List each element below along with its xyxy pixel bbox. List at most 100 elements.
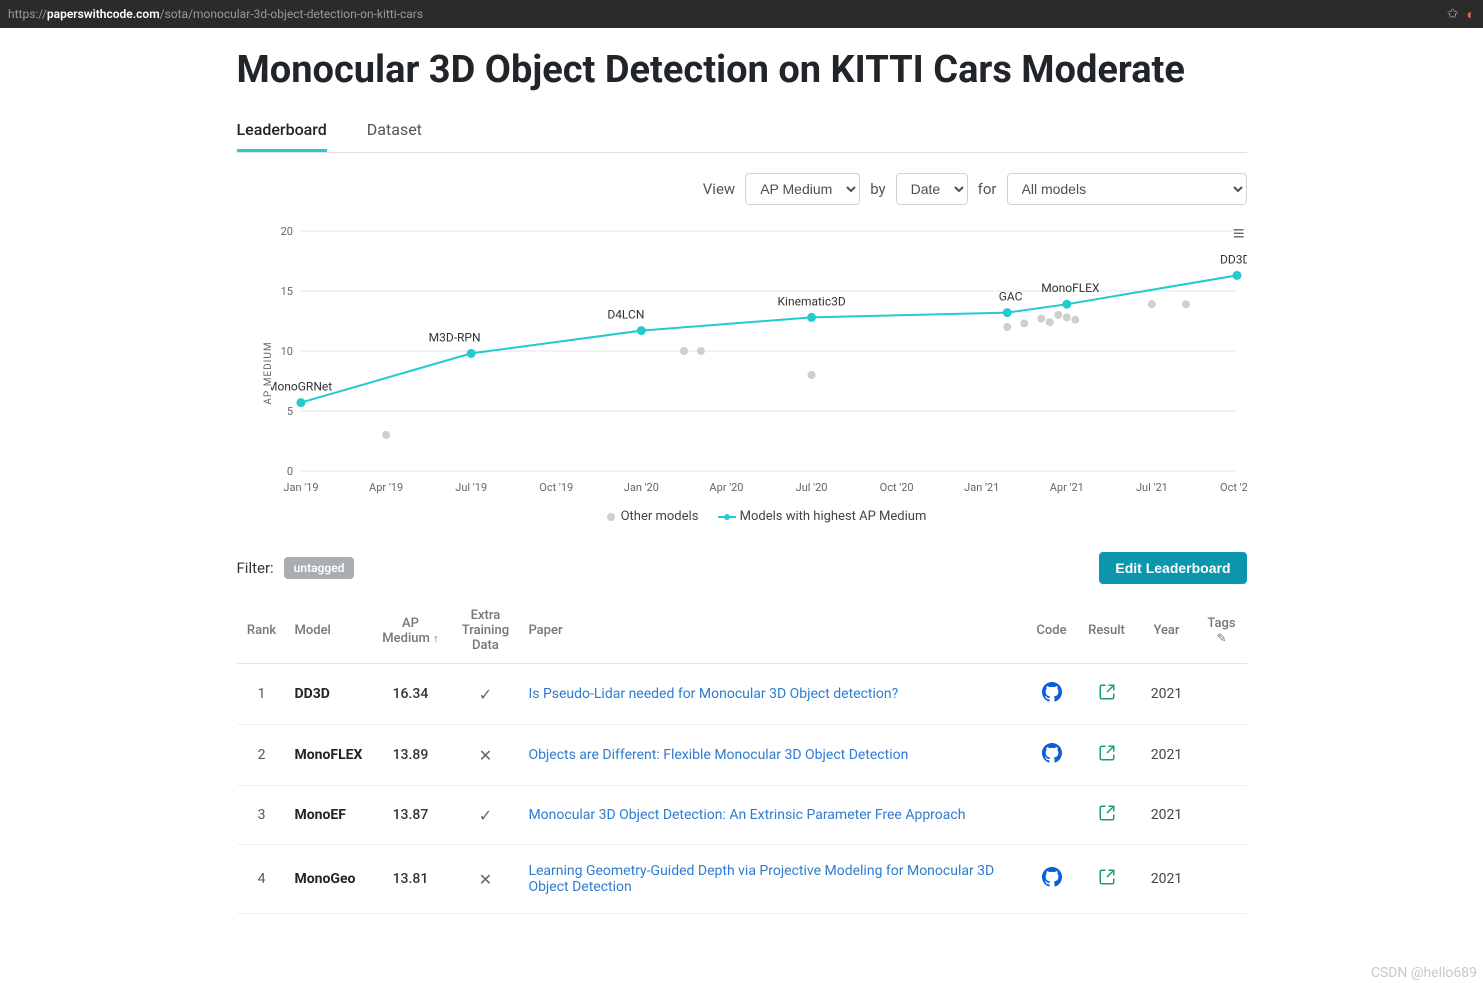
cell-year: 2021 (1137, 786, 1197, 845)
col-extra[interactable]: Extra Training Data (450, 598, 520, 664)
svg-text:DD3D: DD3D (1219, 252, 1246, 266)
legend-best-marker (718, 516, 736, 518)
cell-metric: 16.34 (370, 664, 450, 725)
svg-text:Jan '20: Jan '20 (623, 481, 658, 494)
table-row: 4MonoGeo13.81✕Learning Geometry-Guided D… (237, 845, 1247, 914)
cell-model: MonoEF (287, 786, 371, 845)
browser-favorite-icon[interactable]: ✩ (1447, 6, 1459, 22)
col-model[interactable]: Model (287, 598, 371, 664)
cell-year: 2021 (1137, 725, 1197, 786)
col-paper[interactable]: Paper (520, 598, 1026, 664)
chart-menu-icon[interactable]: ≡ (1233, 221, 1245, 246)
github-icon[interactable] (1042, 875, 1062, 891)
svg-text:Oct '19: Oct '19 (539, 481, 573, 494)
cell-result (1077, 725, 1137, 786)
edit-tags-icon[interactable]: ✎ (1216, 631, 1226, 645)
svg-text:Oct '21: Oct '21 (1220, 481, 1247, 494)
svg-text:Jul '19: Jul '19 (455, 481, 487, 494)
svg-text:Apr '21: Apr '21 (1049, 481, 1083, 494)
svg-text:Oct '20: Oct '20 (879, 481, 913, 494)
cell-paper: Learning Geometry-Guided Depth via Proje… (520, 845, 1026, 914)
paper-link[interactable]: Learning Geometry-Guided Depth via Proje… (528, 863, 994, 895)
cell-rank: 2 (237, 725, 287, 786)
page-title: Monocular 3D Object Detection on KITTI C… (237, 48, 1247, 92)
cell-tags (1197, 725, 1247, 786)
paper-link[interactable]: Objects are Different: Flexible Monocula… (528, 747, 908, 763)
by-label: by (870, 180, 885, 198)
url-domain: paperswithcode.com (47, 7, 160, 21)
result-link-icon[interactable] (1098, 874, 1116, 890)
filter-label: Filter: (237, 559, 274, 577)
browser-profile-icon[interactable]: ◐ (1467, 6, 1475, 23)
table-row: 1DD3D16.34✓Is Pseudo-Lidar needed for Mo… (237, 664, 1247, 725)
watermark: CSDN @hello689 (1371, 965, 1477, 981)
view-label: View (703, 180, 735, 198)
for-label: for (978, 180, 997, 198)
tab-leaderboard[interactable]: Leaderboard (237, 110, 327, 152)
cell-model: MonoFLEX (287, 725, 371, 786)
cell-model: MonoGeo (287, 845, 371, 914)
by-select[interactable]: Date (896, 173, 968, 205)
svg-text:10: 10 (280, 345, 292, 358)
for-select[interactable]: All models (1007, 173, 1247, 205)
edit-leaderboard-button[interactable]: Edit Leaderboard (1099, 552, 1246, 584)
github-icon[interactable] (1042, 751, 1062, 767)
view-select[interactable]: AP Medium (745, 173, 860, 205)
col-tags[interactable]: Tags✎ (1197, 598, 1247, 664)
cell-extra: ✕ (450, 725, 520, 786)
svg-text:0: 0 (286, 465, 292, 478)
cell-extra: ✕ (450, 845, 520, 914)
cell-code (1027, 845, 1077, 914)
col-result[interactable]: Result (1077, 598, 1137, 664)
table-controls: Filter: untagged Edit Leaderboard (237, 552, 1247, 584)
svg-text:5: 5 (286, 405, 292, 418)
col-metric[interactable]: AP Medium ↑ (370, 598, 450, 664)
cell-extra: ✓ (450, 664, 520, 725)
cell-tags (1197, 664, 1247, 725)
legend-best-label: Models with highest AP Medium (740, 509, 927, 524)
svg-text:M3D-RPN: M3D-RPN (428, 330, 480, 344)
cell-tags (1197, 845, 1247, 914)
cell-metric: 13.89 (370, 725, 450, 786)
col-code[interactable]: Code (1027, 598, 1077, 664)
svg-text:15: 15 (280, 285, 292, 298)
cell-code (1027, 725, 1077, 786)
cell-paper: Is Pseudo-Lidar needed for Monocular 3D … (520, 664, 1026, 725)
chart-y-axis-label: AP MEDIUM (263, 341, 274, 404)
cell-year: 2021 (1137, 845, 1197, 914)
col-year[interactable]: Year (1137, 598, 1197, 664)
svg-text:Apr '20: Apr '20 (709, 481, 743, 494)
result-link-icon[interactable] (1098, 810, 1116, 826)
table-row: 3MonoEF13.87✓Monocular 3D Object Detecti… (237, 786, 1247, 845)
cell-rank: 3 (237, 786, 287, 845)
cell-result (1077, 786, 1137, 845)
svg-text:D4LCN: D4LCN (607, 308, 644, 322)
svg-text:MonoGRNet: MonoGRNet (271, 380, 332, 394)
svg-text:Jul '20: Jul '20 (795, 481, 827, 494)
paper-link[interactable]: Is Pseudo-Lidar needed for Monocular 3D … (528, 686, 898, 702)
cell-result (1077, 845, 1137, 914)
cell-year: 2021 (1137, 664, 1197, 725)
chart-filter-row: View AP Medium by Date for All models (237, 173, 1247, 205)
paper-link[interactable]: Monocular 3D Object Detection: An Extrin… (528, 807, 965, 823)
legend-other-marker (607, 513, 615, 521)
cell-tags (1197, 786, 1247, 845)
url-path: /sota/monocular-3d-object-detection-on-k… (160, 7, 423, 21)
github-icon[interactable] (1042, 690, 1062, 706)
browser-address-bar: https://paperswithcode.com/sota/monocula… (0, 0, 1483, 28)
svg-text:Jul '21: Jul '21 (1135, 481, 1167, 494)
url-prefix: https:// (8, 7, 47, 21)
result-link-icon[interactable] (1098, 750, 1116, 766)
svg-text:Apr '19: Apr '19 (369, 481, 403, 494)
svg-text:GAC: GAC (998, 290, 1022, 304)
col-rank[interactable]: Rank (237, 598, 287, 664)
chart-legend: Other models Models with highest AP Medi… (271, 509, 1247, 524)
cell-metric: 13.87 (370, 786, 450, 845)
filter-tag-untagged[interactable]: untagged (284, 557, 355, 579)
cell-rank: 1 (237, 664, 287, 725)
leaderboard-chart: 05101520Jan '19Apr '19Jul '19Oct '19Jan … (271, 221, 1247, 501)
result-link-icon[interactable] (1098, 689, 1116, 705)
legend-other-label: Other models (621, 509, 699, 524)
cell-code (1027, 786, 1077, 845)
tab-dataset[interactable]: Dataset (367, 110, 422, 152)
